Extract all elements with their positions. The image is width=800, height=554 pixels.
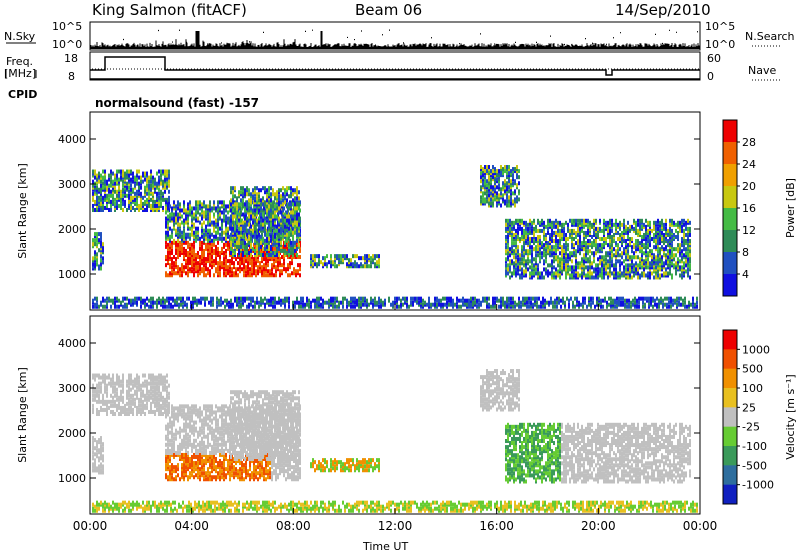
station-title: King Salmon (fitACF) (92, 1, 247, 19)
freq-label: Freq. (6, 55, 34, 68)
nave-label: Nave (748, 64, 777, 77)
nsky-panel (89, 21, 701, 51)
colorbar-segment-0-0 (723, 120, 737, 143)
colorbar-ticklabel-1-3: 25 (742, 401, 756, 414)
nsky-tick-top: 10^5 (52, 20, 83, 33)
xtick-label-0: 00:00 (73, 519, 108, 533)
colorbar-ticklabel-0-2: 12 (742, 224, 756, 237)
colorbar-ticklabel-1-4: -25 (742, 421, 760, 434)
colorbar-frame-1 (722, 329, 738, 505)
ytick-label-1-1: 2000 (58, 427, 86, 440)
ytick-label-0-3: 4000 (58, 133, 86, 146)
xtick-label-2: 08:00 (276, 519, 311, 533)
colorbar-segment-0-1 (723, 142, 737, 165)
beam-title: Beam 06 (355, 1, 423, 19)
colorbar-segment-0-7 (723, 274, 737, 297)
colorbar-segment-1-2 (723, 368, 737, 389)
nsearch-label: N.Search (745, 30, 795, 43)
ytick-label-1-2: 3000 (58, 382, 86, 395)
nsearch-series (123, 29, 698, 46)
colorbar-segment-1-4 (723, 407, 737, 428)
ytick-label-0-1: 2000 (58, 223, 86, 236)
power-scatter (92, 165, 698, 309)
colorbar-ticklabel-0-0: 4 (742, 268, 749, 281)
colorbar-segment-0-3 (723, 186, 737, 209)
colorbar-ticklabel-1-5: -100 (742, 440, 767, 453)
freq-panel (89, 51, 701, 81)
colorbar-label-1: Velocity [m s⁻¹] (784, 374, 797, 459)
colorbar-segment-0-4 (723, 208, 737, 231)
ytick-label-0-0: 1000 (58, 268, 86, 281)
colorbar-segment-1-0 (723, 330, 737, 350)
colorbar-segment-1-3 (723, 388, 737, 408)
nsky-series (90, 31, 700, 49)
nsky-label: N.Sky (4, 30, 36, 43)
colorbar-label-0: Power [dB] (784, 178, 797, 238)
colorbar-segment-1-5 (723, 426, 737, 447)
ylabel-1: Slant Range [km] (16, 367, 29, 463)
xtick-label-4: 16:00 (479, 519, 514, 533)
freq-tick-bottom: 8 (68, 70, 75, 83)
ytick-label-0-2: 3000 (58, 178, 86, 191)
ytick-label-1-0: 1000 (58, 472, 86, 485)
colorbar-ticklabel-0-6: 28 (742, 136, 756, 149)
colorbar-ticklabel-0-5: 24 (742, 158, 756, 171)
colorbar-ticklabel-1-7: -1000 (742, 479, 774, 492)
xtick-label-6: 00:00 (683, 519, 718, 533)
colorbar-ticklabel-1-6: -500 (742, 459, 767, 472)
xtick-label-3: 12:00 (378, 519, 413, 533)
nsearch-tick-top: 10^5 (705, 20, 736, 33)
colorbar-ticklabel-0-4: 20 (742, 180, 756, 193)
cpid-text: normalsound (fast) -157 (95, 96, 260, 110)
xtick-label-1: 04:00 (174, 519, 209, 533)
freq-tick-top: 18 (64, 52, 78, 65)
ylabel-0: Slant Range [km] (16, 163, 29, 259)
cpid-label: CPID (8, 88, 38, 101)
velocity-scatter (92, 369, 698, 513)
colorbar-segment-0-6 (723, 252, 737, 275)
nave-tick-top: 60 (707, 52, 721, 65)
freq-series (90, 56, 700, 76)
nave-tick-bottom: 0 (707, 70, 714, 83)
freq-unit: [MHz] (4, 67, 37, 80)
ytick-label-1-3: 4000 (58, 337, 86, 350)
colorbar-segment-1-7 (723, 465, 737, 486)
xlabel-time: Time UT (363, 540, 409, 553)
colorbar-segment-1-8 (723, 484, 737, 505)
colorbar-segment-1-1 (723, 349, 737, 370)
colorbar-segment-0-2 (723, 164, 737, 187)
colorbar-ticklabel-0-1: 8 (742, 246, 749, 259)
xtick-label-5: 20:00 (581, 519, 616, 533)
date-title: 14/Sep/2010 (615, 1, 711, 19)
colorbar-ticklabel-1-0: 1000 (742, 343, 770, 356)
colorbar-segment-1-6 (723, 446, 737, 466)
colorbar-ticklabel-0-3: 16 (742, 202, 756, 215)
nsky-tick-bottom: 10^0 (52, 38, 83, 51)
colorbar-ticklabel-1-1: 500 (742, 363, 763, 376)
nsearch-tick-bottom: 10^0 (705, 38, 736, 51)
colorbar-ticklabel-1-2: 100 (742, 382, 763, 395)
colorbar-segment-0-5 (723, 230, 737, 253)
